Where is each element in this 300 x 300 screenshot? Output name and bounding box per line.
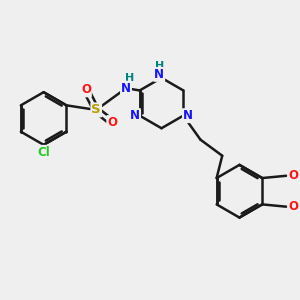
Text: N: N <box>121 82 131 95</box>
Text: N: N <box>183 109 193 122</box>
Text: N: N <box>154 68 164 81</box>
Text: Cl: Cl <box>37 146 50 159</box>
Text: O: O <box>81 83 91 96</box>
Text: S: S <box>92 103 101 116</box>
Text: O: O <box>107 116 117 129</box>
Text: H: H <box>154 61 164 71</box>
Text: H: H <box>125 74 134 83</box>
Text: O: O <box>288 200 298 213</box>
Text: N: N <box>130 109 140 122</box>
Text: O: O <box>288 169 298 182</box>
